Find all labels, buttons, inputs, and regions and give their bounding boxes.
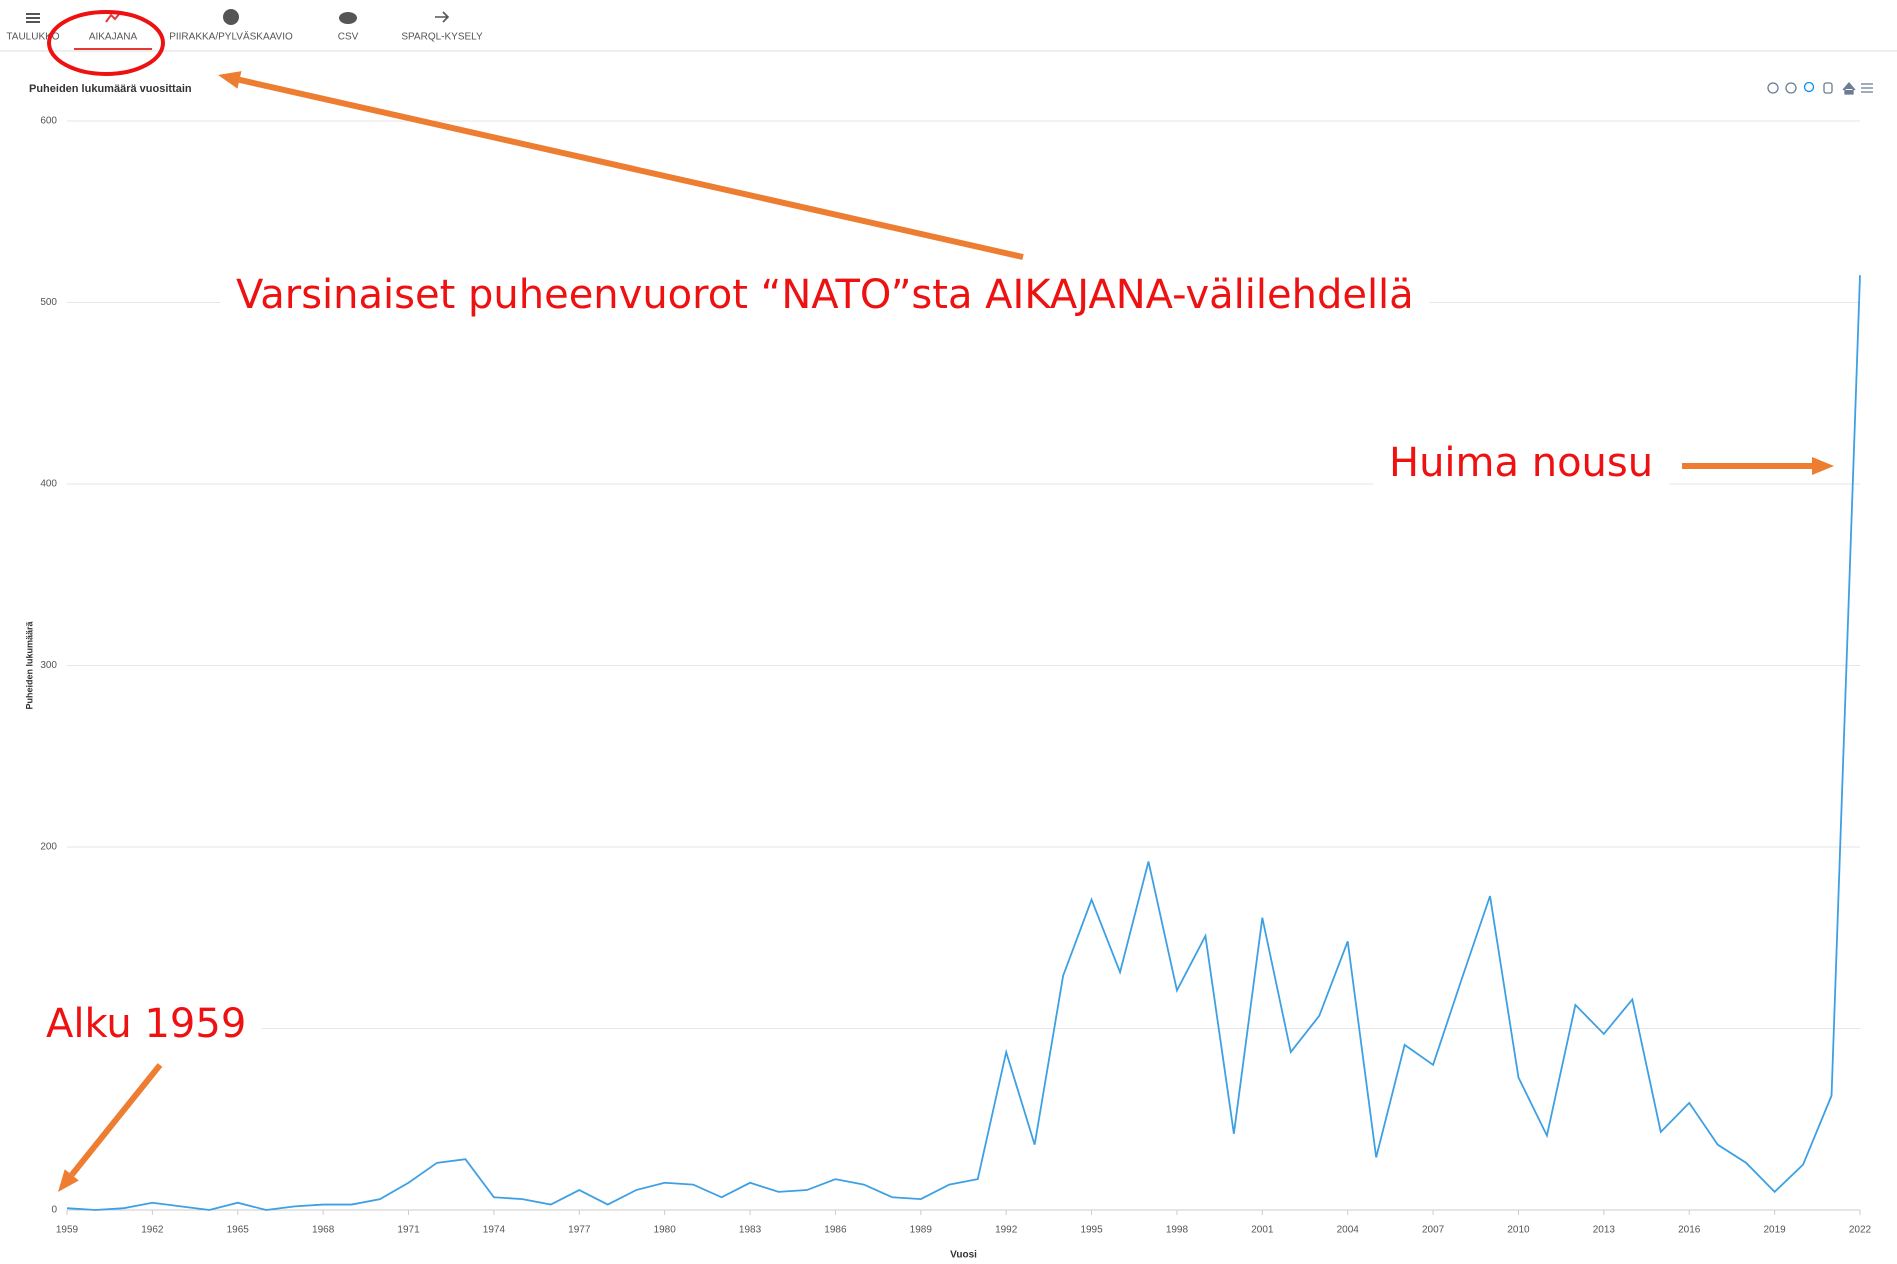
x-axis-label: Vuosi — [950, 1250, 977, 1261]
x-tick-label: 1995 — [1080, 1225, 1103, 1236]
x-tick-label: 2004 — [1337, 1225, 1360, 1236]
home-icon[interactable] — [1842, 82, 1856, 95]
annotation-bg — [1373, 440, 1670, 486]
tab-label[interactable]: AIKAJANA — [89, 32, 138, 43]
arrow-head — [1812, 457, 1834, 475]
annotation: Varsinaiset puheenvuorot “NATO”sta AIKAJ… — [236, 272, 1414, 318]
zoom-icon[interactable] — [1803, 81, 1815, 93]
x-tick-label: 2016 — [1678, 1225, 1701, 1236]
x-tick-label: 2001 — [1251, 1225, 1274, 1236]
x-tick-label: 1965 — [227, 1225, 250, 1236]
timeline-icon — [105, 12, 121, 23]
tab-bar: TAULUKKO AIKAJANA PIIRAKKA/PYLVÄSKAAVIO CSV… — [6, 9, 483, 43]
chart-toolbar — [1767, 81, 1873, 95]
tab-icon — [105, 12, 121, 23]
annotation: Alku 1959 — [46, 1001, 246, 1047]
y-tick-label: 300 — [40, 660, 57, 671]
tab-icon — [339, 12, 357, 24]
menu-icon[interactable] — [1861, 83, 1873, 93]
x-tick-label: 1980 — [654, 1225, 677, 1236]
tab-label[interactable]: TAULUKKO — [6, 32, 59, 43]
x-tick-label: 1974 — [483, 1225, 506, 1236]
annotations: Varsinaiset puheenvuorot “NATO”sta AIKAJ… — [30, 10, 1834, 1192]
x-tick-label: 2013 — [1593, 1225, 1616, 1236]
tab-label[interactable]: SPARQL-KYSELY — [401, 32, 483, 43]
annotation: Huima nousu — [1389, 440, 1653, 486]
y-tick-label: 0 — [51, 1205, 57, 1216]
x-tick-label: 1989 — [910, 1225, 933, 1236]
zoom-out-icon[interactable] — [1785, 82, 1797, 94]
pan-icon[interactable] — [1823, 82, 1833, 94]
plot-area: 0100200300400500600195919621965196819711… — [24, 116, 1871, 1261]
arrow-icon — [435, 11, 450, 23]
x-tick-label: 2019 — [1763, 1225, 1786, 1236]
zoom-in-icon[interactable] — [1767, 82, 1779, 94]
x-tick-label: 2010 — [1507, 1225, 1530, 1236]
tab-icon — [223, 9, 239, 25]
data-line — [66, 275, 1861, 1211]
table-icon — [26, 13, 40, 23]
x-tick-label: 2007 — [1422, 1225, 1445, 1236]
x-tick-label: 1992 — [995, 1225, 1018, 1236]
chart-title: Puheiden lukumäärä vuosittain — [29, 83, 192, 95]
tab-label[interactable]: CSV — [338, 32, 359, 43]
y-axis-label: Puheiden lukumäärä — [24, 620, 34, 709]
x-tick-label: 2022 — [1849, 1225, 1872, 1236]
x-tick-label: 1968 — [312, 1225, 335, 1236]
x-tick-label: 1986 — [824, 1225, 847, 1236]
y-tick-label: 400 — [40, 479, 57, 490]
tab-icon — [435, 11, 450, 23]
tab-icon — [26, 13, 40, 23]
x-tick-label: 1962 — [141, 1225, 164, 1236]
cloud-icon — [339, 12, 357, 24]
arrow-shaft — [69, 1063, 163, 1177]
x-tick-label: 1998 — [1166, 1225, 1189, 1236]
y-tick-label: 500 — [40, 297, 57, 308]
y-tick-label: 200 — [40, 842, 57, 853]
x-tick-label: 1983 — [739, 1225, 762, 1236]
arrow-head — [58, 1169, 79, 1192]
x-tick-label: 1977 — [568, 1225, 591, 1236]
x-tick-label: 1971 — [397, 1225, 420, 1236]
annotation-bg — [30, 1001, 263, 1047]
arrow-shaft — [238, 76, 1024, 260]
x-tick-label: 1959 — [56, 1225, 79, 1236]
highlight-circle — [47, 10, 165, 76]
annotation-bg — [220, 272, 1430, 318]
pie-icon — [223, 9, 239, 25]
arrow-head — [218, 71, 242, 89]
y-tick-label: 600 — [40, 116, 57, 127]
tab-label[interactable]: PIIRAKKA/PYLVÄSKAAVIO — [169, 31, 293, 43]
